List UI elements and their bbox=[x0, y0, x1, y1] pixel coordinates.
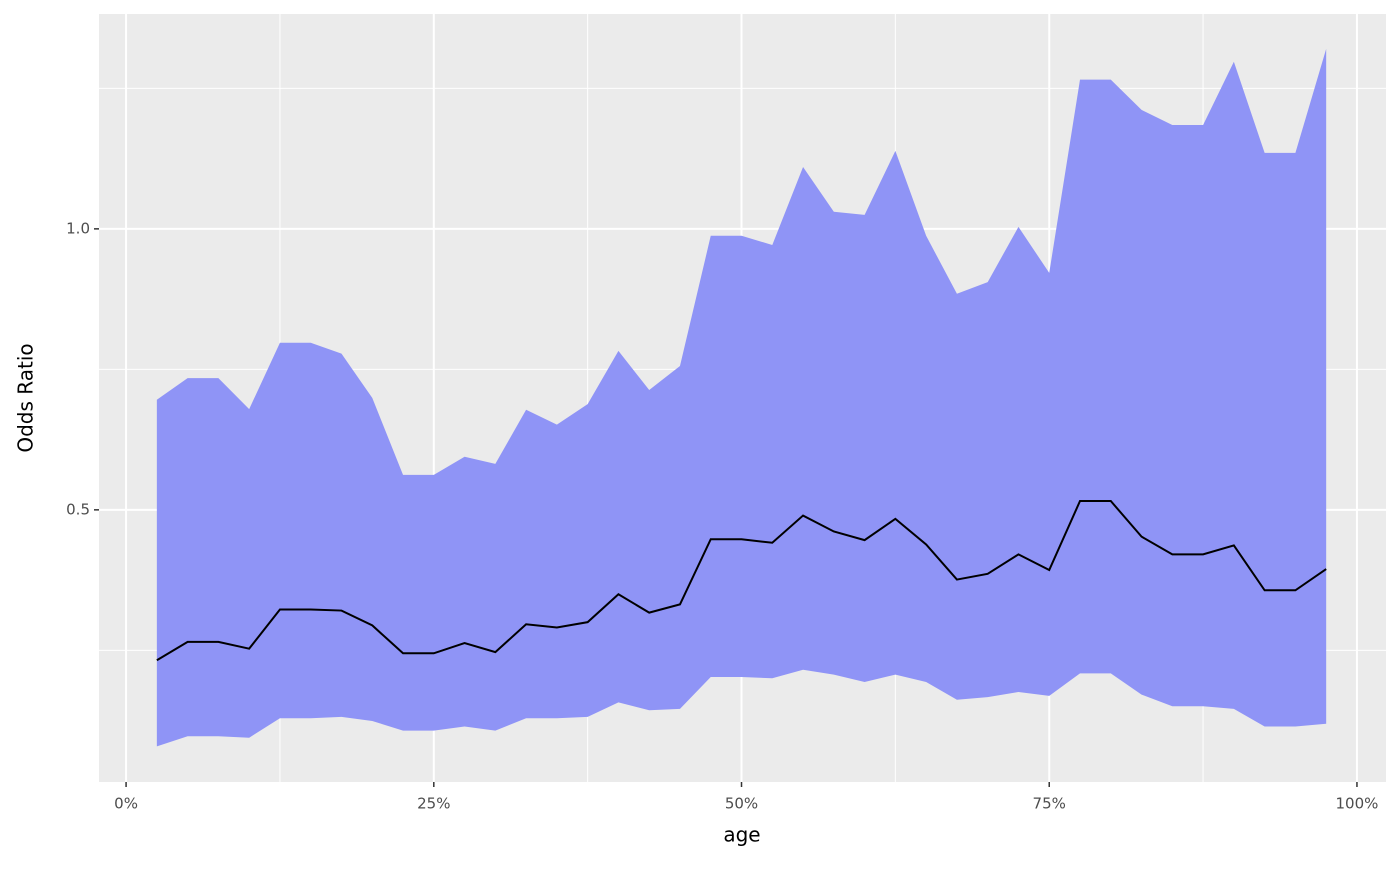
x-tick-label: 0% bbox=[114, 795, 138, 813]
x-tick-label: 100% bbox=[1336, 795, 1379, 813]
line bbox=[156, 500, 1327, 662]
y-tick-label: 1.0 bbox=[66, 219, 90, 237]
x-tick-label: 75% bbox=[1033, 795, 1066, 813]
x-tick-label: 50% bbox=[725, 795, 758, 813]
x-tick-label: 25% bbox=[417, 795, 450, 813]
x-axis-title: age bbox=[723, 823, 760, 847]
y-axis-title: Odds Ratio bbox=[14, 343, 38, 452]
y-tick-label: 0.5 bbox=[66, 500, 90, 518]
confidence-band bbox=[156, 48, 1327, 747]
